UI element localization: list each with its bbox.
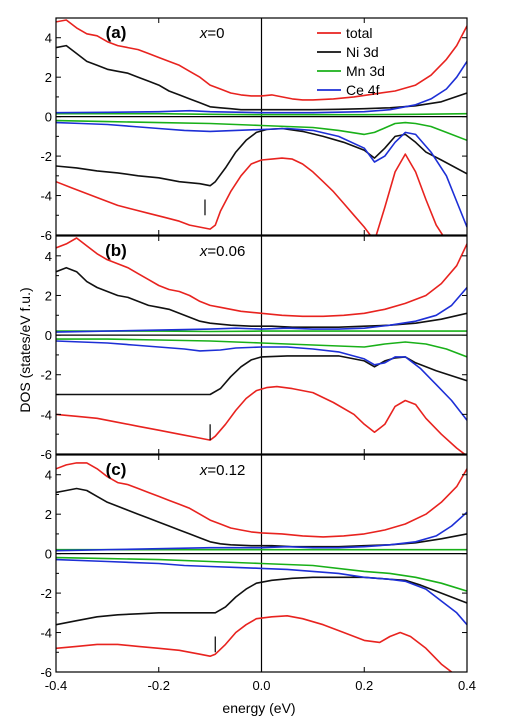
x-axis-label: energy (eV) [222,700,295,716]
y-tick-label: -2 [40,586,52,601]
series-ni-line [56,487,467,548]
x-tick-label: 0.0 [252,678,270,693]
series-mn-line [56,556,467,592]
composition-label: x=0 [199,25,225,42]
y-tick-label: 4 [45,468,52,483]
panel-label: (a) [106,23,127,42]
legend-label-ce: Ce 4f [346,82,380,98]
series-ni-line [56,44,467,111]
legend-label-total: total [346,25,372,41]
panel-0: -6 -4 -2 0 2 4 (a) x=0 [40,17,468,243]
y-tick-label: -4 [40,626,52,641]
series-ce-line [56,340,467,421]
series-mn-line [56,112,467,116]
series-ce-line [56,511,467,552]
legend: total Ni 3d Mn 3d Ce 4f [317,25,385,98]
y-tick-label: -6 [40,228,52,243]
y-axis-label: DOS (states/eV f.u.) [17,287,33,412]
x-tick-label: 0.4 [458,678,476,693]
y-tick-label: -4 [40,407,52,422]
y-tick-label: -2 [40,368,52,383]
series-ce-line [56,286,467,333]
panel-2: -6 -4 -2 0 2 4 (c) x=0.12 [40,454,468,680]
composition-label: x=0.12 [199,462,245,479]
series-ce-line [56,60,467,114]
y-tick-label: 4 [45,31,52,46]
series-total-line [56,462,467,538]
series-total-line [56,385,466,454]
y-tick-label: -6 [40,447,52,462]
legend-label-ni: Ni 3d [346,44,379,60]
x-tick-label: -0.4 [45,678,67,693]
series-ce-line [56,558,467,626]
series-total-line [56,19,467,101]
y-tick-label: 0 [45,110,52,125]
y-tick-label: 0 [45,328,52,343]
series-total-line [56,615,453,672]
panel-label: (b) [105,241,127,260]
series-ni-line [56,127,467,187]
y-tick-label: 2 [45,288,52,303]
y-tick-label: -6 [40,665,52,680]
series-ce-line [56,121,467,228]
x-tick-label: -0.2 [148,678,170,693]
y-tick-label: 2 [45,507,52,522]
series-total-line [56,237,467,318]
legend-label-mn: Mn 3d [346,63,385,79]
y-tick-label: 0 [45,547,52,562]
series-mn-line [56,338,467,358]
panel-1: -6 -4 -2 0 2 4 (b) x=0.06 [40,235,468,462]
composition-label: x=0.06 [199,243,245,260]
series-mn-line [56,119,467,142]
panel-label: (c) [106,460,127,479]
y-tick-label: -4 [40,189,52,204]
y-tick-label: 2 [45,70,52,85]
y-tick-label: 4 [45,249,52,264]
series-total-line [56,153,444,235]
y-tick-label: -2 [40,149,52,164]
x-tick-label: 0.2 [355,678,373,693]
series-ni-line [56,266,467,328]
